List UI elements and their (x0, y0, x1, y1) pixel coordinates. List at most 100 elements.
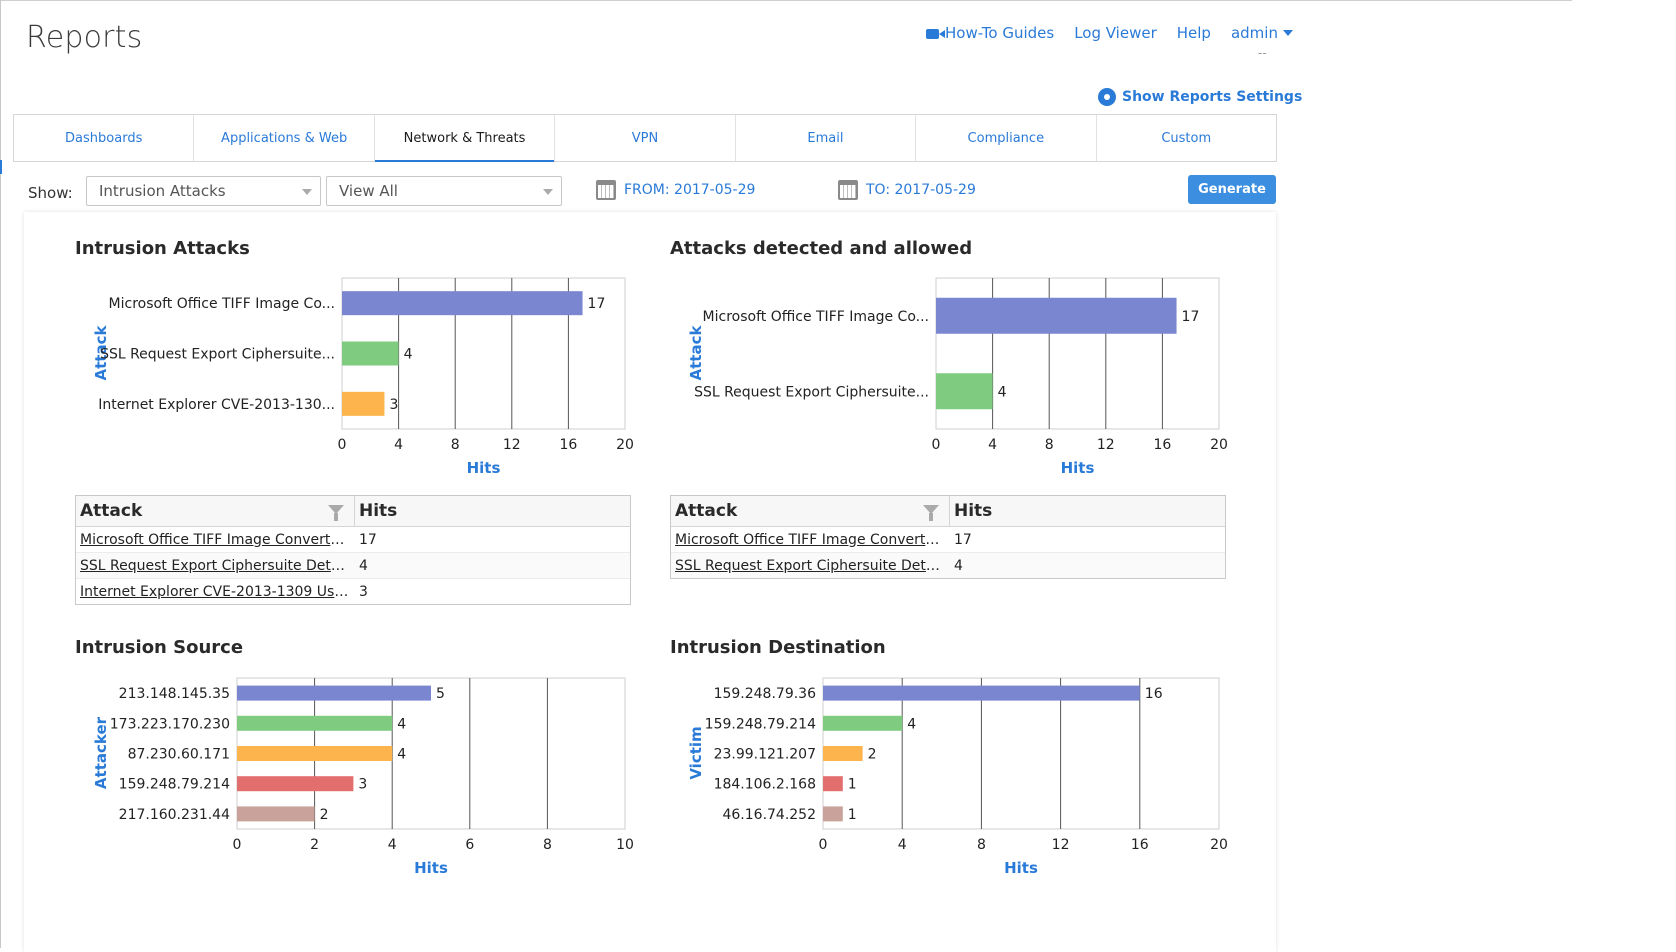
table-header: Attack Hits (671, 496, 1225, 527)
x-axis-title: Hits (467, 459, 501, 477)
x-tick-label: 8 (543, 837, 552, 853)
table-header: Attack Hits (76, 496, 630, 527)
category-label: Microsoft Office TIFF Image Co... (703, 309, 929, 325)
table-row: Microsoft Office TIFF Image Converter H.… (76, 527, 630, 553)
x-tick-label: 4 (394, 437, 403, 453)
x-tick-label: 8 (977, 837, 986, 853)
category-label: Microsoft Office TIFF Image Co... (109, 296, 335, 312)
x-tick-label: 16 (559, 437, 577, 453)
report-type-value: Intrusion Attacks (99, 182, 226, 200)
view-select[interactable]: View All (326, 176, 562, 206)
filter-bar: Show: Intrusion Attacks View All FROM: 2… (0, 174, 1290, 210)
tab-vpn[interactable]: VPN (555, 115, 736, 161)
left-border (0, 0, 1, 948)
category-label: 213.148.145.35 (119, 686, 230, 702)
y-axis-title: Attack (687, 325, 705, 381)
x-tick-label: 16 (1131, 837, 1149, 853)
bar (823, 776, 843, 792)
attack-column-label: Attack (80, 501, 143, 521)
attack-column-header[interactable]: Attack (76, 496, 355, 526)
generate-button[interactable]: Generate (1188, 175, 1276, 204)
chart-title-attacks-allowed: Attacks detected and allowed (670, 238, 973, 259)
tab-network-threats[interactable]: Network & Threats (374, 115, 556, 162)
x-tick-label: 0 (233, 837, 242, 853)
category-label: 217.160.231.44 (119, 807, 230, 823)
view-value: View All (339, 182, 398, 200)
tab-email[interactable]: Email (736, 115, 917, 161)
tab-dashboards[interactable]: Dashboards (14, 115, 195, 161)
report-type-select[interactable]: Intrusion Attacks (86, 176, 321, 206)
report-tabs: Dashboards Applications & Web Network & … (13, 114, 1277, 162)
category-label: SSL Request Export Ciphersuite... (694, 384, 929, 400)
gear-icon (1098, 88, 1116, 106)
chart-title-intrusion-destination: Intrusion Destination (670, 637, 886, 658)
hits-value: 3 (359, 583, 368, 600)
attack-link[interactable]: Internet Explorer CVE-2013-1309 Use Af..… (80, 583, 355, 600)
bar (237, 806, 315, 822)
help-link[interactable]: Help (1176, 24, 1211, 42)
attack-link[interactable]: Microsoft Office TIFF Image Converter H.… (80, 531, 355, 548)
bar (823, 685, 1140, 701)
x-tick-label: 2 (310, 837, 319, 853)
bar-value-label: 1 (848, 807, 857, 823)
bar (342, 341, 399, 366)
page-margin (1572, 0, 1676, 948)
filter-funnel-icon[interactable] (923, 505, 939, 521)
top-navigation: How-To Guides Log Viewer Help admin (926, 24, 1293, 42)
attack-column-header[interactable]: Attack (671, 496, 950, 526)
howto-guides-label: How-To Guides (945, 24, 1055, 42)
admin-menu[interactable]: admin (1231, 24, 1293, 42)
bar-value-label: 3 (358, 777, 367, 793)
bar (237, 746, 393, 761)
from-date-picker[interactable]: FROM: 2017-05-29 (596, 180, 755, 200)
tab-compliance[interactable]: Compliance (916, 115, 1097, 161)
x-tick-label: 12 (1052, 837, 1070, 853)
x-axis-title: Hits (1004, 859, 1038, 877)
dropdown-arrow-icon (302, 189, 312, 195)
x-tick-label: 12 (1097, 437, 1115, 453)
x-tick-label: 20 (616, 437, 634, 453)
show-label: Show: (28, 184, 73, 202)
tab-custom[interactable]: Custom (1161, 130, 1212, 146)
bar (823, 806, 843, 822)
attack-link[interactable]: SSL Request Export Ciphersuite Detecti..… (675, 557, 950, 574)
x-tick-label: 0 (338, 437, 347, 453)
show-reports-settings-link[interactable]: Show Reports Settings (1098, 88, 1302, 106)
bar-value-label: 2 (320, 807, 329, 823)
log-viewer-link[interactable]: Log Viewer (1074, 24, 1157, 42)
calendar-icon (596, 180, 616, 200)
bar-value-label: 4 (397, 747, 406, 763)
tab-applications-web[interactable]: Applications & Web (194, 115, 375, 161)
howto-guides-link[interactable]: How-To Guides (926, 24, 1054, 42)
attack-link[interactable]: SSL Request Export Ciphersuite Detecti..… (80, 557, 355, 574)
hits-value: 17 (359, 531, 377, 548)
bar-value-label: 2 (868, 747, 877, 763)
table-row: Internet Explorer CVE-2013-1309 Use Af..… (76, 579, 630, 604)
hits-column-header[interactable]: Hits (359, 501, 398, 521)
x-axis-title: Hits (414, 859, 448, 877)
chart-title-intrusion-attacks: Intrusion Attacks (75, 238, 250, 259)
bar (237, 685, 431, 701)
bar-value-label: 17 (588, 296, 606, 312)
x-tick-label: 16 (1153, 437, 1171, 453)
category-label: 23.99.121.207 (714, 747, 816, 763)
bar-value-label: 16 (1145, 686, 1163, 702)
filter-funnel-icon[interactable] (328, 505, 344, 521)
from-date-label: FROM: 2017-05-29 (624, 182, 756, 198)
hits-column-header[interactable]: Hits (954, 501, 993, 521)
category-label: 159.248.79.214 (119, 777, 230, 793)
hits-value: 4 (954, 557, 963, 574)
x-axis-title: Hits (1061, 459, 1095, 477)
category-label: 46.16.74.252 (722, 807, 816, 823)
dropdown-arrow-icon (543, 189, 553, 195)
x-tick-label: 10 (616, 837, 634, 853)
bar (237, 776, 354, 792)
bar (936, 373, 993, 410)
x-tick-label: 4 (988, 437, 997, 453)
x-tick-label: 8 (451, 437, 460, 453)
to-date-picker[interactable]: TO: 2017-05-29 (838, 180, 976, 200)
attack-link[interactable]: Microsoft Office TIFF Image Converter H.… (675, 531, 950, 548)
x-tick-label: 4 (898, 837, 907, 853)
page-title: Reports (26, 20, 143, 55)
